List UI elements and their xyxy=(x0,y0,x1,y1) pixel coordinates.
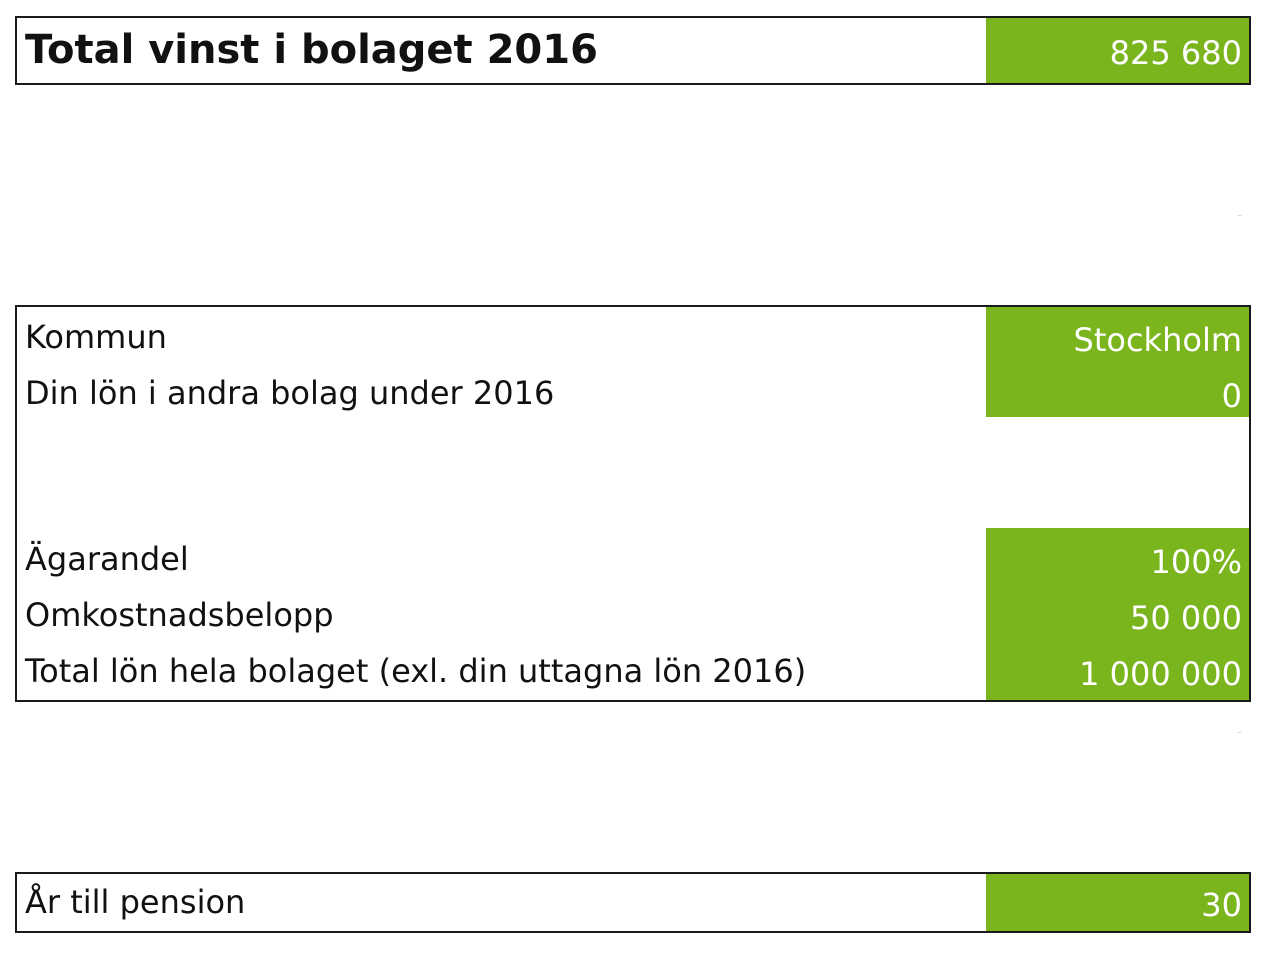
pension-section: År till pension 30 xyxy=(15,872,1251,933)
settings-section: Kommun Stockholm Din lön i andra bolag u… xyxy=(15,305,1251,702)
ownership-label: Ägarandel xyxy=(25,540,189,578)
total-profit-section: Total vinst i bolaget 2016 825 680 xyxy=(15,16,1251,85)
cost-basis-input[interactable]: 50 000 xyxy=(1130,599,1242,637)
faint-dash: – xyxy=(1237,727,1242,738)
other-salary-row: Din lön i andra bolag under 2016 0 xyxy=(17,373,1249,417)
kommun-label: Kommun xyxy=(25,318,167,356)
cost-basis-label: Omkostnadsbelopp xyxy=(25,596,334,634)
input-cells-top xyxy=(986,307,1249,417)
total-profit-title: Total vinst i bolaget 2016 xyxy=(25,27,598,73)
kommun-input[interactable]: Stockholm xyxy=(1073,321,1242,359)
total-salary-input[interactable]: 1 000 000 xyxy=(1079,655,1242,693)
total-profit-value[interactable]: 825 680 xyxy=(986,18,1249,83)
input-cells-bottom xyxy=(986,528,1249,700)
pension-label: År till pension xyxy=(25,883,246,921)
faint-dash: – xyxy=(1237,210,1242,221)
kommun-row: Kommun Stockholm xyxy=(17,317,1249,361)
total-salary-row: Total lön hela bolaget (exl. din uttagna… xyxy=(17,651,1249,695)
pension-years-input[interactable]: 30 xyxy=(986,874,1249,931)
ownership-input[interactable]: 100% xyxy=(1150,543,1242,581)
other-salary-label: Din lön i andra bolag under 2016 xyxy=(25,374,555,412)
ownership-row: Ägarandel 100% xyxy=(17,539,1249,583)
total-salary-label: Total lön hela bolaget (exl. din uttagna… xyxy=(25,652,807,690)
other-salary-input[interactable]: 0 xyxy=(1221,377,1242,415)
cost-basis-row: Omkostnadsbelopp 50 000 xyxy=(17,595,1249,639)
